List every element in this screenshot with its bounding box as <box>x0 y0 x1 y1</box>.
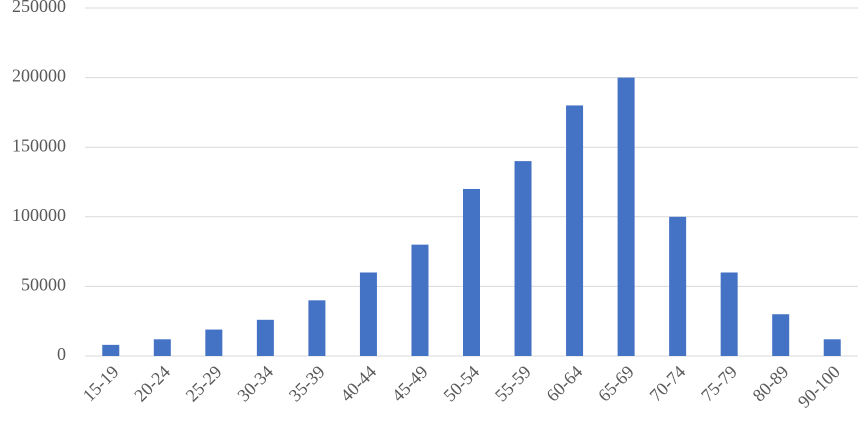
x-tick-label: 45-49 <box>388 362 432 406</box>
bar <box>411 244 429 356</box>
x-tick-label: 70-74 <box>646 362 690 406</box>
bar <box>308 300 326 356</box>
x-tick-label: 35-39 <box>285 362 329 406</box>
x-tick-label: 50-54 <box>439 362 483 406</box>
x-tick-label: 65-69 <box>594 362 638 406</box>
bar <box>205 329 223 356</box>
bar <box>772 314 790 356</box>
bar <box>256 319 274 356</box>
x-tick-label: 75-79 <box>697 362 741 406</box>
x-tick-label: 25-29 <box>182 362 226 406</box>
bar <box>153 339 171 356</box>
bar <box>102 344 120 356</box>
bar <box>463 188 480 356</box>
y-tick-label: 250000 <box>12 0 66 16</box>
y-tick-label: 0 <box>57 344 66 364</box>
x-tick-label: 55-59 <box>491 362 535 406</box>
bar <box>566 105 584 356</box>
bar <box>359 272 377 356</box>
bar <box>669 216 687 356</box>
x-tick-label: 60-64 <box>542 362 586 406</box>
y-tick-label: 150000 <box>12 135 66 155</box>
x-tick-label: 80-89 <box>749 362 793 406</box>
x-tick-label: 40-44 <box>336 362 380 406</box>
y-tick-label: 100000 <box>12 205 66 225</box>
bar <box>720 272 738 356</box>
x-tick-label: 20-24 <box>130 362 174 406</box>
x-tick-label: 15-19 <box>79 362 123 406</box>
bar <box>823 339 841 356</box>
x-tick-label: 90-100 <box>794 362 844 412</box>
x-tick-label: 30-34 <box>233 362 277 406</box>
y-tick-label: 200000 <box>12 66 66 86</box>
y-tick-label: 50000 <box>21 275 66 295</box>
bar <box>514 161 532 356</box>
bar <box>617 77 635 356</box>
